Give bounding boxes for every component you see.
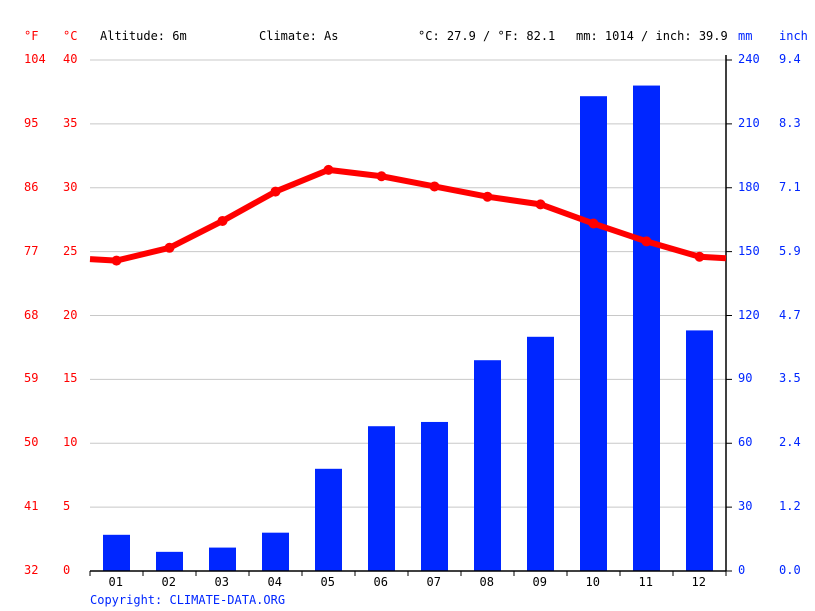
temperature-point xyxy=(694,251,705,262)
copyright-link[interactable]: Copyright: CLIMATE-DATA.ORG xyxy=(90,593,286,607)
month-tick-label: 04 xyxy=(267,575,282,589)
temperature-point xyxy=(111,255,122,266)
temperature-line xyxy=(89,166,727,264)
precipitation-bar xyxy=(527,336,554,571)
inch-tick-label: 3.5 xyxy=(779,371,801,386)
fahrenheit-tick-label: 95 xyxy=(24,115,39,130)
temperature-point xyxy=(641,236,652,247)
inch-tick-label: 5.9 xyxy=(779,243,801,258)
month-tick-label: 10 xyxy=(585,575,600,589)
month-tick-label: 09 xyxy=(532,575,547,589)
fahrenheit-tick-label: 50 xyxy=(24,435,39,450)
month-tick-label: 02 xyxy=(161,575,176,589)
inch-tick-label: 0.0 xyxy=(779,563,801,577)
inch-tick-label: 8.3 xyxy=(779,115,801,130)
temperature-point xyxy=(323,164,334,175)
precipitation-bar xyxy=(209,547,236,571)
month-tick-label: 05 xyxy=(320,575,335,589)
celsius-tick-label: 0 xyxy=(63,563,71,577)
month-tick-label: 12 xyxy=(691,575,706,589)
month-tick-label: 01 xyxy=(108,575,123,589)
temperature-point xyxy=(164,242,175,253)
precipitation-summary: mm: 1014 / inch: 39.9 xyxy=(576,29,728,43)
mm-tick-label: 30 xyxy=(738,499,753,514)
fahrenheit-tick-label: 104 xyxy=(24,52,46,66)
precipitation-bar xyxy=(368,426,395,571)
fahrenheit-tick-label: 32 xyxy=(24,563,39,577)
temperature-point xyxy=(482,191,493,202)
fahrenheit-tick-label: 77 xyxy=(24,243,39,258)
mm-tick-label: 180 xyxy=(738,179,760,194)
mm-unit-label: mm xyxy=(738,29,753,43)
inch-tick-label: 9.4 xyxy=(779,52,801,66)
month-tick-label: 11 xyxy=(638,575,653,589)
climate-label: Climate: As xyxy=(259,29,339,43)
mm-tick-label: 90 xyxy=(738,371,753,386)
mm-tick-label: 120 xyxy=(738,307,760,322)
fahrenheit-tick-label: 41 xyxy=(24,499,39,514)
temperature-summary: °C: 27.9 / °F: 82.1 xyxy=(418,29,556,43)
precipitation-bar xyxy=(633,85,660,572)
celsius-unit-label: °C xyxy=(63,29,78,43)
fahrenheit-tick-label: 59 xyxy=(24,371,39,386)
month-tick-label: 06 xyxy=(373,575,388,589)
mm-tick-label: 60 xyxy=(738,435,753,450)
temperature-point xyxy=(270,186,281,197)
precipitation-bar xyxy=(156,551,183,571)
month-tick-label: 03 xyxy=(214,575,229,589)
celsius-tick-label: 5 xyxy=(63,499,71,514)
celsius-tick-label: 20 xyxy=(63,307,78,322)
celsius-tick-label: 35 xyxy=(63,115,78,130)
inch-tick-label: 7.1 xyxy=(779,179,801,194)
mm-tick-label: 210 xyxy=(738,115,760,130)
month-tick-label: 08 xyxy=(479,575,494,589)
mm-tick-label: 240 xyxy=(738,52,760,66)
celsius-tick-label: 40 xyxy=(63,52,78,66)
temperature-point xyxy=(429,181,440,192)
altitude-label: Altitude: 6m xyxy=(100,29,187,43)
inch-unit-label: inch xyxy=(779,29,808,43)
celsius-tick-label: 25 xyxy=(63,243,78,258)
precipitation-bar xyxy=(474,360,501,571)
temperature-point xyxy=(217,215,228,226)
celsius-tick-label: 30 xyxy=(63,179,78,194)
mm-tick-label: 0 xyxy=(738,563,746,577)
inch-tick-label: 4.7 xyxy=(779,307,801,322)
temperature-point xyxy=(588,218,599,229)
inch-tick-label: 2.4 xyxy=(779,435,801,450)
fahrenheit-tick-label: 68 xyxy=(24,307,39,322)
inch-tick-label: 1.2 xyxy=(779,499,801,514)
precipitation-bar xyxy=(315,468,342,571)
temperature-point xyxy=(535,199,546,210)
fahrenheit-unit-label: °F xyxy=(24,29,39,43)
precipitation-bar xyxy=(262,532,289,571)
temperature-point xyxy=(376,171,387,182)
celsius-tick-label: 10 xyxy=(63,435,78,450)
precipitation-bar xyxy=(686,330,713,571)
fahrenheit-tick-label: 86 xyxy=(24,179,39,194)
month-tick-label: 07 xyxy=(426,575,441,589)
celsius-tick-label: 15 xyxy=(63,371,78,386)
precipitation-bar xyxy=(580,96,607,571)
precipitation-bar xyxy=(103,534,130,571)
precipitation-bar xyxy=(421,421,448,571)
mm-tick-label: 150 xyxy=(738,243,760,258)
